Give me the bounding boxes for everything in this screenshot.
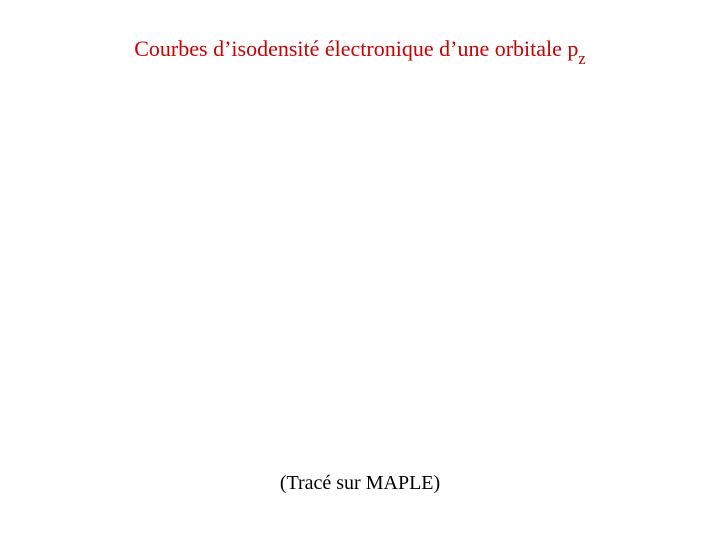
title-subscript: z — [578, 49, 585, 68]
slide-caption: (Tracé sur MAPLE) — [0, 472, 720, 495]
slide-title: Courbes d’isodensité électronique d’une … — [0, 36, 720, 66]
slide: Courbes d’isodensité électronique d’une … — [0, 0, 720, 540]
title-main-text: Courbes d’isodensité électronique d’une … — [134, 36, 578, 61]
